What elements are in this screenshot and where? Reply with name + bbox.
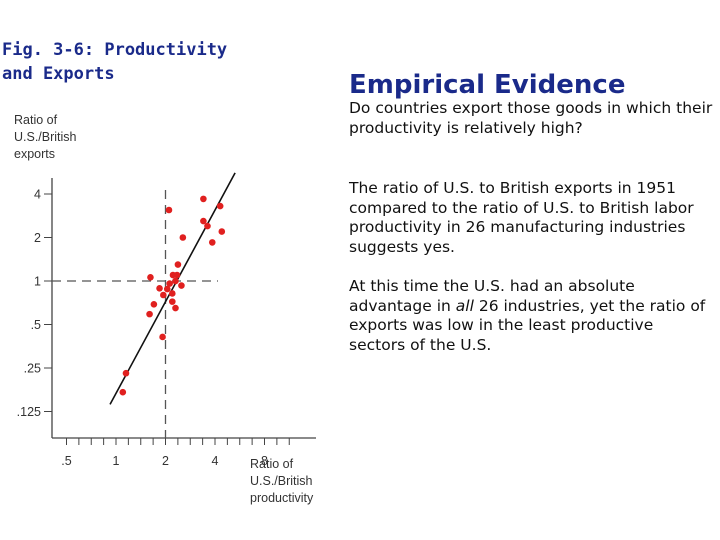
question-paragraph: Do countries export those goods in which…	[349, 99, 713, 137]
data-point	[216, 202, 224, 210]
data-point	[173, 271, 181, 279]
p3-after: 26 industries, yet the ratio of exports …	[349, 296, 706, 354]
data-point	[150, 300, 158, 308]
data-point	[165, 206, 173, 214]
data-point	[169, 298, 176, 305]
data-point	[172, 304, 179, 312]
data-point	[200, 195, 207, 203]
y-tick-label: .5	[31, 318, 41, 332]
data-point	[178, 282, 185, 289]
data-point	[159, 333, 166, 341]
x-tick-label: 8	[261, 454, 268, 468]
data-point	[218, 228, 226, 235]
data-point	[160, 291, 167, 299]
y-axis-label-line: exports	[14, 147, 55, 161]
y-tick-label: .25	[24, 362, 41, 376]
evidence-paragraph: The ratio of U.S. to British exports in …	[349, 179, 694, 256]
y-tick-label: 1	[34, 275, 41, 289]
x-axis-label-line: productivity	[250, 491, 314, 505]
data-point	[163, 285, 171, 293]
data-point	[179, 234, 187, 241]
data-point	[146, 310, 153, 318]
data-point	[122, 369, 130, 377]
data-point	[204, 222, 211, 230]
data-point	[174, 261, 182, 268]
reference-lines	[52, 190, 218, 438]
x-tick-label: 1	[113, 454, 120, 468]
y-tick-label: .125	[17, 405, 41, 419]
figure-title: Fig. 3-6: Productivity and Exports	[2, 40, 228, 84]
y-tick-label: 4	[34, 188, 41, 202]
chart-axes: .125 .25 .5 1 2 4 .5 1 2 4 8	[17, 178, 316, 468]
x-tick-label: 4	[212, 454, 219, 468]
x-tick-label: 2	[162, 454, 169, 468]
slide-title: Empirical Evidence	[349, 70, 626, 100]
data-point	[166, 280, 173, 287]
data-point	[156, 285, 163, 292]
data-point	[172, 277, 179, 285]
data-point	[147, 274, 154, 281]
productivity-exports-scatter-chart: .125 .25 .5 1 2 4 .5 1 2 4 8 Ratio of U.S./British e…	[14, 113, 316, 505]
data-points	[119, 195, 226, 396]
x-axis-label-line: U.S./British	[250, 474, 313, 488]
x-tick-label: .5	[61, 454, 71, 468]
axis-labels: Ratio of U.S./British exports Ratio of U.S./…	[14, 113, 314, 505]
x-axis-label-line: Ratio of	[250, 457, 294, 471]
y-tick-label: 2	[34, 231, 41, 245]
p3-emphasis: all	[455, 296, 474, 315]
p3-before: At this time the U.S. had an absolute ad…	[349, 277, 635, 315]
data-point	[208, 239, 216, 246]
trend-line	[109, 172, 236, 405]
absolute-advantage-paragraph: At this time the U.S. had an absolute ad…	[349, 277, 714, 355]
y-axis-label-line: Ratio of	[14, 113, 58, 127]
data-point	[169, 290, 176, 297]
trend-line-layer	[109, 172, 236, 405]
data-point	[200, 217, 207, 225]
data-point	[119, 388, 127, 396]
y-axis-label-line: U.S./British	[14, 130, 77, 144]
